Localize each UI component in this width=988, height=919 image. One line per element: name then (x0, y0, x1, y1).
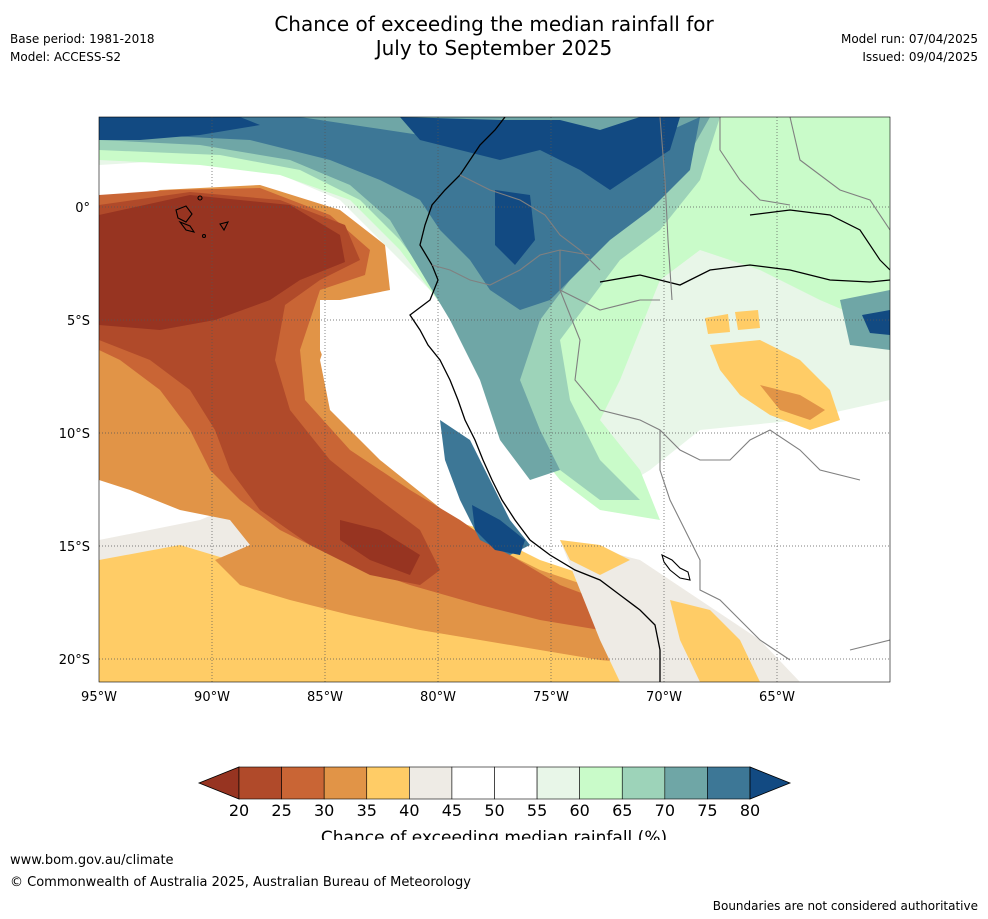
field-above-80-north (99, 117, 260, 140)
lon-label-80w: 80°W (420, 690, 456, 705)
issued-date-text: Issued: 09/04/2025 (862, 50, 978, 64)
colorbar-tick-label: 45 (442, 801, 462, 820)
disclaimer-text: Boundaries are not considered authoritat… (712, 899, 978, 913)
lake-titicaca (661, 553, 691, 581)
lat-label-20s: 20°S (59, 653, 90, 668)
field-35-40-spot-a (705, 314, 730, 334)
colorbar-swatch (707, 766, 751, 800)
forecast-map: 0° 5°S 10°S 15°S 20°S 95°W 90°W 85°W 80°… (59, 116, 891, 840)
coastline-caribbean (599, 264, 890, 286)
colorbar-swatch (621, 766, 666, 800)
lon-label-90w: 90°W (194, 690, 230, 705)
colorbar-swatch (366, 766, 410, 800)
copyright-text: © Commonwealth of Australia 2025, Austra… (10, 875, 471, 890)
colorbar-tick-label: 40 (399, 801, 419, 820)
latitude-labels: 0° 5°S 10°S 15°S 20°S (59, 201, 90, 668)
rainfall-probability-field (99, 117, 890, 682)
map-gridlines (99, 117, 890, 682)
field-75-80-peru-coast (440, 420, 530, 555)
colorbar-swatches (197, 766, 792, 800)
credits: www.bom.gov.au/climate © Commonwealth of… (10, 850, 471, 894)
model-text: Model: ACCESS-S2 (10, 50, 122, 64)
colorbar-swatch (323, 766, 368, 800)
forecast-metadata-right: Model run: 07/04/2025 Issued: 09/04/2025 (841, 30, 978, 66)
colorbar-tick-label: 70 (655, 801, 675, 820)
base-period-text: Base period: 1981-2018 (10, 32, 155, 46)
colorbar: 20 25 30 35 40 45 50 55 60 65 70 75 80 Chance of exc… (197, 766, 792, 840)
coastline-south-america (409, 117, 661, 682)
colorbar-extend-low (197, 766, 240, 800)
map-title: Chance of exceeding the median rainfall … (0, 12, 988, 60)
website-text: www.bom.gov.au/climate (10, 853, 174, 868)
coastline-north (749, 209, 890, 271)
field-below-20-south (340, 520, 420, 575)
colorbar-tick-label: 60 (569, 801, 589, 820)
galapagos-islands (175, 195, 230, 239)
lon-label-65w: 65°W (759, 690, 795, 705)
lon-label-85w: 85°W (307, 690, 343, 705)
colorbar-tick-label: 65 (612, 801, 632, 820)
colorbar-tick-label: 80 (740, 801, 760, 820)
colorbar-tick-label: 55 (527, 801, 547, 820)
field-above-80-east (862, 310, 890, 335)
field-35-40-south-band (99, 600, 560, 682)
map-frame (98, 116, 891, 683)
longitude-labels: 95°W 90°W 85°W 80°W 75°W 70°W 65°W (81, 690, 795, 705)
lon-label-70w: 70°W (646, 690, 682, 705)
lat-label-10s: 10°S (59, 427, 90, 442)
colorbar-swatch (536, 766, 580, 800)
colorbar-tick-label: 20 (229, 801, 249, 820)
colorbar-tick-label: 75 (697, 801, 717, 820)
field-35-40-altiplano (560, 540, 630, 575)
model-run-text: Model run: 07/04/2025 (840, 32, 978, 46)
field-35-40-south-east (670, 600, 760, 682)
lon-label-75w: 75°W (533, 690, 569, 705)
field-above-80-andes (495, 190, 535, 265)
lat-label-0: 0° (75, 201, 90, 216)
colorbar-swatch (238, 766, 282, 800)
lat-label-15s: 15°S (59, 540, 90, 555)
colorbar-swatch (409, 766, 453, 800)
colorbar-tick-label: 25 (271, 801, 291, 820)
country-boundaries (431, 117, 890, 661)
map-title-line-2: July to September 2025 (375, 36, 613, 60)
colorbar-tick-labels: 20 25 30 35 40 45 50 55 60 65 70 75 80 (229, 801, 760, 820)
colorbar-tick-label: 30 (314, 801, 334, 820)
field-45-55-coast (320, 300, 640, 580)
colorbar-swatch (451, 766, 495, 800)
colorbar-swatch (281, 766, 325, 800)
field-below-20-ocean (99, 195, 345, 330)
lon-label-95w: 95°W (81, 690, 117, 705)
colorbar-extend-high (749, 766, 792, 800)
field-above-80-central (400, 117, 680, 190)
lat-label-5s: 5°S (67, 314, 90, 329)
colorbar-swatch (494, 766, 538, 800)
forecast-metadata-left: Base period: 1981-2018 Model: ACCESS-S2 (10, 30, 155, 66)
colorbar-title: Chance of exceeding median rainfall (%) (321, 828, 667, 840)
colorbar-tick-label: 50 (484, 801, 504, 820)
colorbar-swatch (664, 766, 708, 800)
field-75-80-north (99, 117, 700, 310)
colorbar-swatch (579, 766, 623, 800)
field-above-80-peru-coast (472, 505, 525, 555)
map-title-line-1: Chance of exceeding the median rainfall … (274, 12, 714, 36)
colorbar-tick-label: 35 (357, 801, 377, 820)
field-30-35-amazon (760, 385, 825, 420)
